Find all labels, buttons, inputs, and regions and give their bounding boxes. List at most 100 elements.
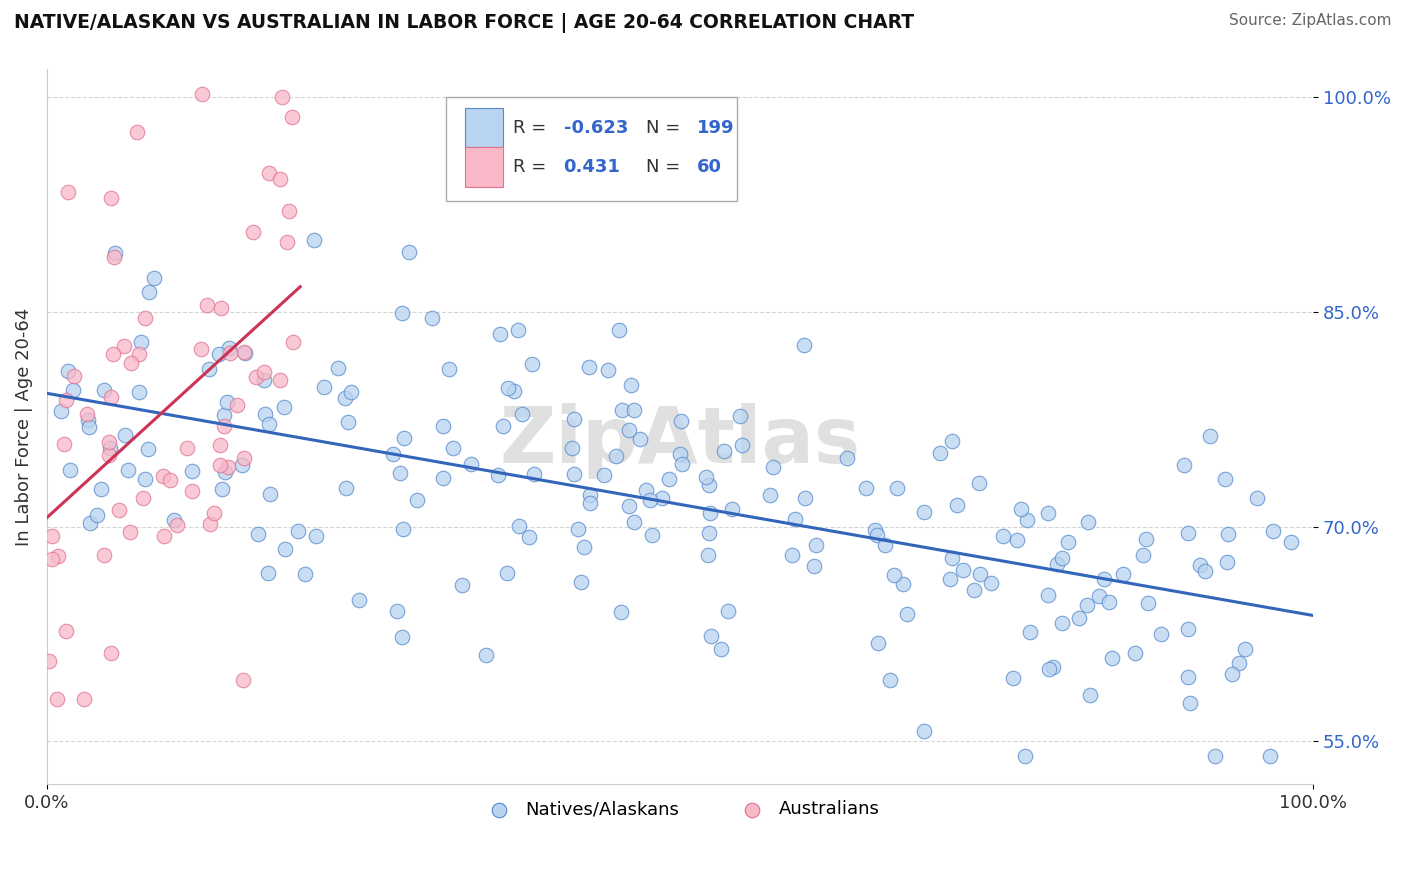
Point <box>1177 622 1199 636</box>
Point <box>731 438 754 452</box>
Point <box>762 459 785 474</box>
Point <box>578 359 600 374</box>
Point <box>253 407 276 421</box>
Point <box>212 419 235 434</box>
Point <box>699 507 721 521</box>
Point <box>134 472 156 486</box>
Point <box>125 125 148 139</box>
Point <box>969 476 991 491</box>
Point <box>118 525 141 540</box>
Point <box>276 235 298 249</box>
Point <box>302 233 325 247</box>
Point <box>929 446 952 460</box>
Point <box>159 473 181 487</box>
Point <box>388 467 411 481</box>
Point <box>257 566 280 581</box>
Point <box>41 552 63 566</box>
Point <box>55 624 77 638</box>
Point <box>710 642 733 657</box>
Point <box>273 400 295 414</box>
Point <box>596 363 619 377</box>
Point <box>269 373 291 387</box>
Point <box>835 451 858 466</box>
Point <box>946 498 969 512</box>
Point <box>1046 557 1069 571</box>
Point <box>200 517 222 532</box>
Point <box>1112 566 1135 581</box>
Point <box>522 358 544 372</box>
Point <box>79 516 101 531</box>
Point <box>242 225 264 239</box>
Point <box>506 323 529 337</box>
Point <box>231 458 253 472</box>
Point <box>941 550 963 565</box>
Point <box>181 484 204 499</box>
Point <box>432 419 454 434</box>
Point <box>152 468 174 483</box>
Point <box>51 404 73 418</box>
Point <box>59 463 82 477</box>
Point <box>1076 599 1098 613</box>
Point <box>1216 555 1239 569</box>
Point <box>1132 548 1154 562</box>
Point <box>219 346 242 360</box>
Point <box>100 191 122 205</box>
Point <box>1177 670 1199 684</box>
Point <box>214 465 236 479</box>
Point <box>391 522 413 536</box>
Point <box>280 110 302 124</box>
Point <box>609 605 631 619</box>
Point <box>1077 515 1099 529</box>
Point <box>952 563 974 577</box>
Point <box>128 347 150 361</box>
Point <box>63 369 86 384</box>
Point <box>1263 524 1285 538</box>
Text: 199: 199 <box>696 119 734 136</box>
Point <box>104 246 127 260</box>
Point <box>212 408 235 422</box>
Point <box>700 629 723 643</box>
Point <box>492 418 515 433</box>
Point <box>93 548 115 562</box>
Point <box>120 356 142 370</box>
Text: 60: 60 <box>696 158 721 176</box>
Point <box>623 402 645 417</box>
Point <box>391 630 413 644</box>
Point <box>620 378 643 392</box>
Point <box>1002 671 1025 685</box>
Point <box>108 503 131 517</box>
Point <box>759 488 782 502</box>
Point <box>891 577 914 591</box>
Point <box>98 435 121 450</box>
Point <box>783 512 806 526</box>
Point <box>963 582 986 597</box>
Point <box>579 488 602 502</box>
Point <box>90 482 112 496</box>
Point <box>1178 697 1201 711</box>
Point <box>53 437 76 451</box>
Point <box>314 380 336 394</box>
Point <box>441 441 464 455</box>
Point <box>486 467 509 482</box>
Point <box>713 444 735 458</box>
Point <box>232 673 254 687</box>
Point <box>912 505 935 519</box>
Point <box>406 493 429 508</box>
Point <box>208 458 231 472</box>
Point <box>117 463 139 477</box>
Point <box>1279 535 1302 549</box>
Point <box>259 487 281 501</box>
Point <box>101 347 124 361</box>
Point <box>1135 532 1157 546</box>
Point <box>980 576 1002 591</box>
Point <box>77 413 100 427</box>
Point <box>578 496 600 510</box>
Point <box>1067 611 1090 625</box>
Legend: Natives/Alaskans, Australians: Natives/Alaskans, Australians <box>474 793 887 825</box>
Point <box>211 483 233 497</box>
Point <box>1019 625 1042 640</box>
Point <box>211 301 233 315</box>
Point <box>98 448 121 462</box>
Point <box>1204 748 1226 763</box>
Point <box>253 373 276 387</box>
